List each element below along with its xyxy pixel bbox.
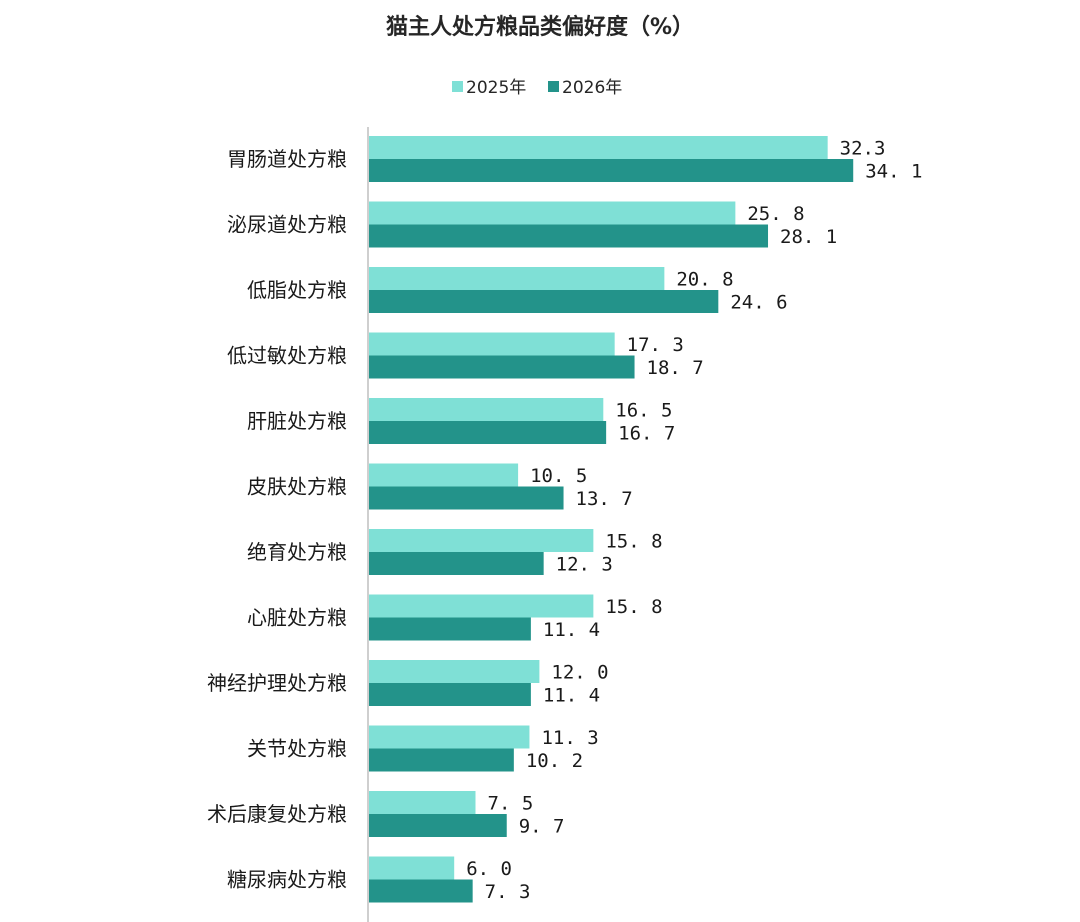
category-label: 皮肤处方粮 — [247, 475, 347, 499]
category-label: 胃肠道处方粮 — [227, 147, 347, 171]
data-label-2026: 11. 4 — [543, 619, 600, 641]
bar-2025 — [369, 136, 828, 159]
data-label-2025: 11. 3 — [541, 727, 598, 749]
data-label-2026: 28. 1 — [780, 226, 837, 248]
bar-2026 — [369, 552, 544, 575]
bar-2025 — [369, 332, 615, 356]
bar-2026 — [369, 486, 564, 510]
data-label-2025: 25. 8 — [747, 203, 804, 225]
legend-swatch-2025 — [452, 81, 463, 92]
data-label-2026: 10. 2 — [526, 750, 583, 772]
category-label: 低过敏处方粮 — [227, 344, 347, 368]
plot-area: 胃肠道处方粮 32.334. 1 泌尿道处方粮 25. 828. 1 低脂处方粮 20. … — [207, 136, 922, 903]
data-label-2026: 24. 6 — [730, 292, 787, 314]
category-label: 泌尿道处方粮 — [227, 213, 347, 237]
bar-2025 — [369, 267, 665, 290]
bar-2025 — [369, 856, 455, 880]
data-label-2026: 7. 3 — [485, 881, 531, 903]
bar-2026 — [369, 290, 719, 313]
bar-2026 — [369, 617, 531, 641]
bar-2026 — [369, 683, 531, 706]
category-label: 低脂处方粮 — [247, 278, 347, 302]
data-label-2025: 32.3 — [840, 138, 886, 160]
bar-2026 — [369, 224, 769, 248]
category-label: 糖尿病处方粮 — [227, 868, 347, 892]
bar-2026 — [369, 879, 473, 903]
chart-title: 猫主人处方粮品类偏好度（%） — [386, 14, 694, 40]
bar-2025 — [369, 660, 540, 683]
bar-2026 — [369, 814, 507, 837]
bar-2025 — [369, 529, 594, 552]
data-label-2025: 10. 5 — [530, 465, 587, 487]
data-label-2025: 15. 8 — [605, 531, 662, 553]
data-label-2025: 6. 0 — [466, 858, 512, 880]
data-label-2025: 17. 3 — [627, 334, 684, 356]
data-label-2025: 20. 8 — [676, 269, 733, 291]
legend-swatch-2026 — [548, 81, 559, 92]
bar-2025 — [369, 594, 594, 618]
category-label: 绝育处方粮 — [247, 540, 347, 564]
data-label-2026: 34. 1 — [865, 161, 922, 183]
legend: 2025年 2026年 — [452, 78, 622, 98]
category-label: 肝脏处方粮 — [247, 409, 347, 433]
bar-2026 — [369, 748, 514, 772]
data-label-2025: 15. 8 — [605, 596, 662, 618]
data-label-2026: 9. 7 — [519, 816, 565, 838]
bar-2025 — [369, 463, 519, 487]
data-label-2026: 18. 7 — [647, 357, 704, 379]
legend-label-2026: 2026年 — [562, 78, 622, 98]
data-label-2026: 11. 4 — [543, 685, 600, 707]
data-label-2025: 12. 0 — [551, 662, 608, 684]
category-label: 术后康复处方粮 — [207, 802, 347, 826]
legend-label-2025: 2025年 — [466, 78, 526, 98]
bar-2025 — [369, 725, 530, 749]
data-label-2026: 12. 3 — [556, 554, 613, 576]
data-label-2026: 16. 7 — [618, 423, 675, 445]
bar-2026 — [369, 355, 635, 379]
category-label: 神经护理处方粮 — [207, 671, 347, 695]
bar-2026 — [369, 421, 607, 444]
data-label-2025: 16. 5 — [615, 400, 672, 422]
bar-2026 — [369, 159, 854, 182]
bar-2025 — [369, 201, 736, 225]
category-label: 关节处方粮 — [247, 737, 347, 761]
data-label-2026: 13. 7 — [576, 488, 633, 510]
bar-2025 — [369, 791, 476, 814]
category-label: 心脏处方粮 — [247, 606, 347, 630]
data-label-2025: 7. 5 — [488, 793, 534, 815]
bar-2025 — [369, 398, 604, 421]
